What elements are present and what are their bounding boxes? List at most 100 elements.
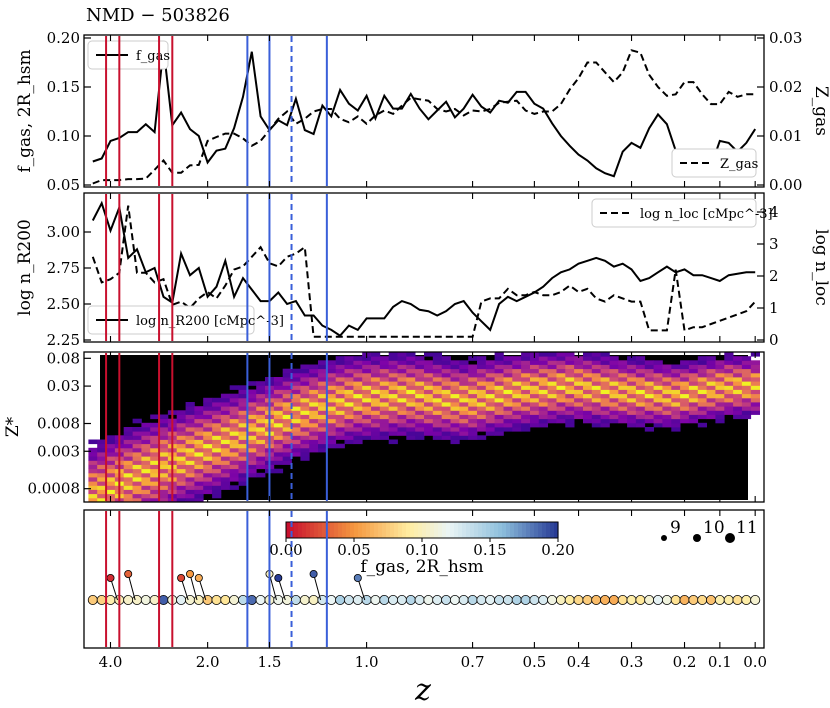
heatmap-cell xyxy=(371,431,381,436)
heatmap-cell xyxy=(335,414,345,420)
heatmap-cell xyxy=(450,368,460,374)
heatmap-cell xyxy=(256,443,266,449)
heatmap-cell xyxy=(388,356,398,361)
main-branch-point xyxy=(635,595,646,606)
heatmap-cell xyxy=(353,368,363,374)
heatmap-cell xyxy=(671,427,681,432)
heatmap-cell xyxy=(724,397,734,403)
heatmap-cell xyxy=(424,393,434,399)
x-tick-label: 1.0 xyxy=(355,653,379,671)
main-branch-point xyxy=(617,595,628,606)
heatmap-cell xyxy=(106,447,116,453)
heatmap-cell xyxy=(512,368,522,374)
heatmap-cell xyxy=(309,397,319,403)
heatmap-cell xyxy=(353,414,363,420)
heatmap-cell xyxy=(185,402,195,407)
heatmap-cell xyxy=(600,418,610,424)
heatmap-cell xyxy=(141,447,151,453)
heatmap-cell xyxy=(344,431,354,436)
heatmap-cell xyxy=(459,410,469,415)
heatmap-cell xyxy=(715,393,725,399)
heatmap-cell xyxy=(415,431,425,436)
heatmap-cell xyxy=(538,397,548,403)
heatmap-cell xyxy=(627,377,637,382)
heatmap-cell xyxy=(247,468,257,474)
heatmap-cell xyxy=(273,410,284,415)
colorbar-segment xyxy=(318,522,323,538)
heatmap-cell xyxy=(609,402,619,407)
heatmap-cell xyxy=(132,477,142,482)
heatmap-cell xyxy=(379,364,389,370)
heatmap-cell xyxy=(627,397,637,403)
heatmap-cell xyxy=(627,356,637,361)
heatmap-cell xyxy=(203,489,213,495)
size-legend-marker xyxy=(725,533,735,543)
heatmap-cell xyxy=(432,356,442,361)
heatmap-cell xyxy=(318,381,328,386)
main-branch-point xyxy=(582,595,593,606)
heatmap-cell xyxy=(733,360,743,365)
heatmap-cell xyxy=(150,456,160,461)
main-branch-point xyxy=(352,595,363,606)
heatmap-cell xyxy=(441,406,451,411)
heatmap-cell xyxy=(150,414,160,420)
heatmap-cell xyxy=(556,418,566,424)
colorbar-segment xyxy=(310,522,315,538)
heatmap-cell xyxy=(88,497,98,503)
heatmap-cell xyxy=(441,372,451,378)
heatmap-cell xyxy=(318,435,328,440)
heatmap-cell xyxy=(441,368,451,374)
main-branch-point xyxy=(697,595,708,606)
heatmap-cell xyxy=(741,414,752,420)
heatmap-cell xyxy=(309,372,319,378)
heatmap-cell xyxy=(185,406,195,411)
heatmap-cell xyxy=(97,447,107,453)
heatmap-cell xyxy=(159,460,169,465)
heatmap-cell xyxy=(706,381,716,386)
heatmap-cell xyxy=(503,397,513,403)
heatmap-cell xyxy=(600,372,610,378)
series-line-log-n-R200-cMpc-3- xyxy=(91,200,756,338)
heatmap-cell xyxy=(229,464,239,470)
heatmap-cell xyxy=(88,485,98,490)
heatmap-cell xyxy=(220,485,231,490)
heatmap-cell xyxy=(468,397,478,403)
heatmap-cell xyxy=(724,352,734,357)
heatmap-cell xyxy=(309,418,319,424)
heatmap-cell xyxy=(203,431,213,436)
heatmap-cell xyxy=(388,427,398,432)
heatmap-cell xyxy=(88,456,98,461)
heatmap-cell xyxy=(715,360,725,365)
heatmap-cell xyxy=(406,389,416,395)
heatmap-cell xyxy=(397,381,407,386)
heatmap-cell xyxy=(494,360,504,365)
heatmap-cell xyxy=(406,368,416,374)
heatmap-cell xyxy=(468,364,478,370)
heatmap-cell xyxy=(547,385,557,390)
heatmap-cell xyxy=(229,468,239,474)
x-tick-label: 0.7 xyxy=(461,653,485,671)
heatmap-cell xyxy=(441,397,451,403)
colorbar-segment xyxy=(382,522,387,538)
heatmap-cell xyxy=(247,418,257,424)
heatmap-cell xyxy=(627,389,637,395)
heatmap-cell xyxy=(309,377,319,382)
heatmap-cell xyxy=(379,431,389,436)
heatmap-cell xyxy=(185,460,195,465)
heatmap-cell xyxy=(715,368,725,374)
y-axis-label: f_gas, 2R_hsm xyxy=(15,49,35,172)
heatmap-cell xyxy=(203,456,213,461)
heatmap-cell xyxy=(574,410,584,415)
heatmap-cell xyxy=(282,422,292,428)
heatmap-cell xyxy=(715,389,725,395)
heatmap-cell xyxy=(503,410,513,415)
colorbar-segment xyxy=(474,522,479,538)
heatmap-cell xyxy=(212,481,222,486)
heatmap-cell xyxy=(750,389,760,395)
heatmap-cell xyxy=(538,364,548,370)
heatmap-cell xyxy=(318,427,328,432)
heatmap-cell xyxy=(176,472,186,478)
heatmap-cell xyxy=(468,389,478,395)
heatmap-cell xyxy=(415,422,425,428)
colorbar-segment xyxy=(518,522,523,538)
